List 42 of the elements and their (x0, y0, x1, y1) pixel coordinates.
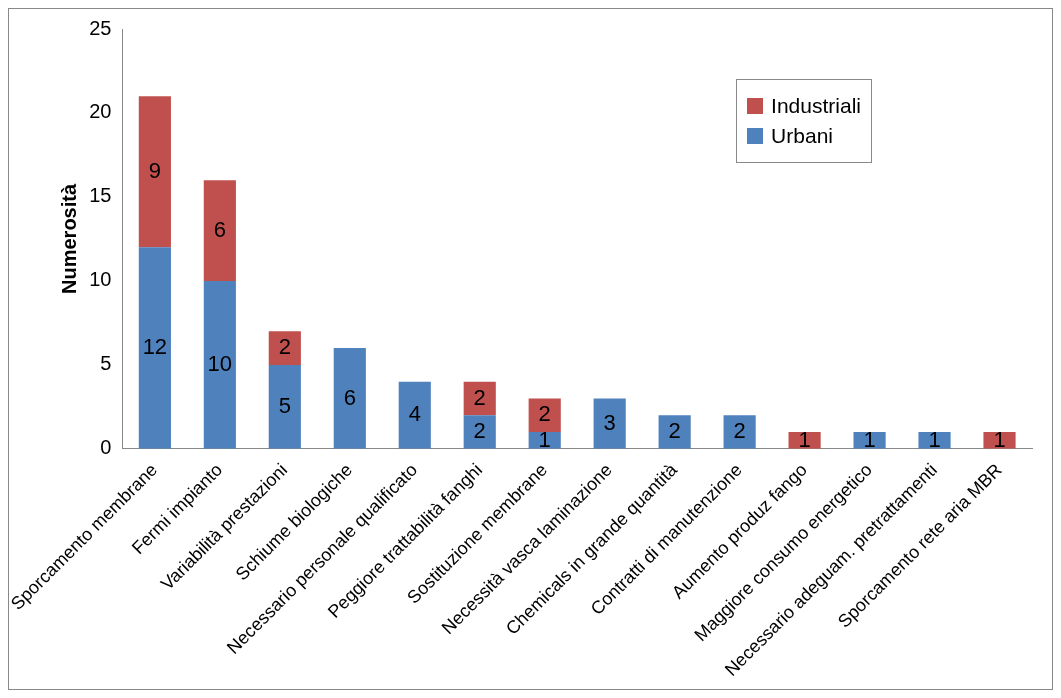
bar (268, 364, 301, 449)
bar (723, 415, 756, 449)
data-label: 5 (278, 392, 291, 418)
y-tick-label: 25 (89, 16, 112, 39)
bar (528, 398, 561, 433)
data-label: 1 (993, 426, 1006, 452)
data-label: 1 (798, 426, 811, 452)
data-label: 2 (473, 384, 486, 410)
data-label: 3 (603, 409, 616, 435)
bar (203, 180, 236, 281)
bar (203, 280, 236, 449)
data-label: 2 (473, 418, 486, 444)
bar (463, 415, 496, 449)
y-tick-label: 20 (89, 100, 112, 123)
bar (593, 398, 626, 449)
bar (658, 415, 691, 449)
y-tick-label: 0 (100, 436, 112, 459)
data-label: 1 (863, 426, 876, 452)
bar (398, 381, 431, 449)
legend-label: Industriali (771, 94, 861, 118)
y-tick-label: 15 (89, 184, 112, 207)
data-label: 2 (668, 418, 681, 444)
data-label: 2 (733, 418, 746, 444)
data-label: 6 (343, 384, 356, 410)
y-tick-label: 5 (100, 352, 112, 375)
y-axis-title: Numerosità (57, 183, 80, 294)
bar (138, 247, 171, 449)
bar (138, 96, 171, 248)
data-label: 2 (538, 401, 551, 427)
bar (333, 348, 366, 449)
data-label: 12 (142, 334, 168, 360)
bar (268, 331, 301, 365)
data-label: 1 (928, 426, 941, 452)
data-label: 6 (213, 216, 226, 242)
data-label: 1 (538, 426, 551, 452)
legend-label: Urbani (771, 124, 833, 148)
data-label: 4 (408, 401, 421, 427)
data-label: 10 (207, 350, 233, 376)
data-label: 2 (278, 334, 291, 360)
data-label: 9 (148, 157, 161, 183)
bar (463, 381, 496, 416)
y-tick-label: 10 (89, 268, 112, 291)
